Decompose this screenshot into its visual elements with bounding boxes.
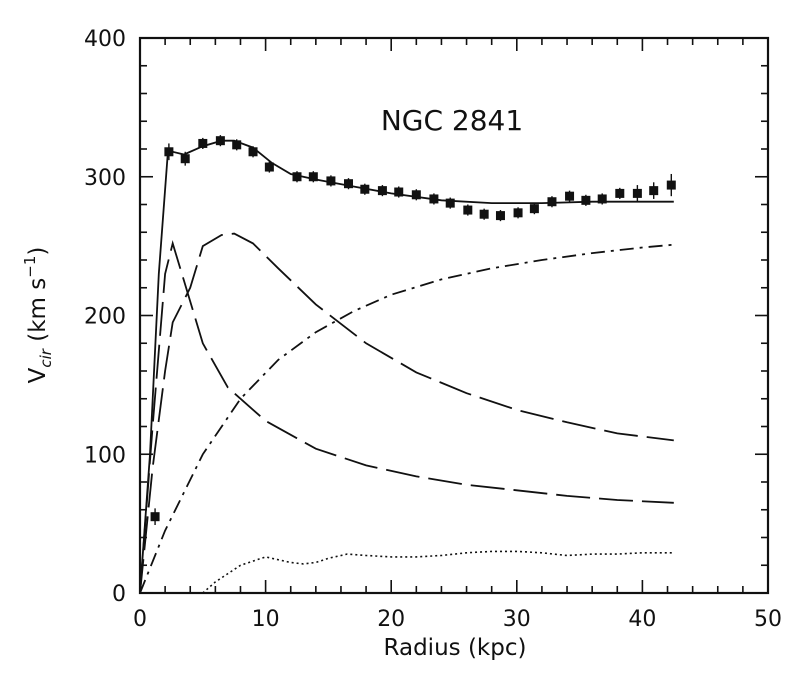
data-point <box>215 136 225 146</box>
y-tick-label: 100 <box>84 443 126 468</box>
data-point <box>547 197 557 207</box>
data-point <box>411 190 421 200</box>
curve-dotted-4 <box>202 550 674 594</box>
y-tick-label: 400 <box>84 27 126 52</box>
data-point <box>649 186 659 196</box>
data-point <box>666 180 676 190</box>
y-axis-label-close: ) <box>25 247 51 256</box>
x-tick-label: 20 <box>377 607 405 632</box>
data-point <box>565 191 575 201</box>
x-tick-label: 0 <box>133 607 147 632</box>
y-axis-label-sub: cir <box>37 348 55 367</box>
y-axis-label-sup: −1 <box>21 256 39 278</box>
data-point <box>495 211 505 221</box>
y-tick-label: 300 <box>84 166 126 191</box>
x-axis-label: Radius (kpc) <box>384 635 527 661</box>
data-point <box>597 194 607 204</box>
data-point <box>394 187 404 197</box>
data-point <box>445 198 455 208</box>
x-tick-label: 30 <box>503 607 531 632</box>
data-point <box>164 147 174 157</box>
data-point <box>292 172 302 182</box>
data-point <box>632 188 642 198</box>
data-point <box>463 205 473 215</box>
data-point <box>232 140 242 150</box>
data-point <box>479 209 489 219</box>
y-axis-label-unit: (km s <box>25 278 51 349</box>
data-point <box>513 208 523 218</box>
data-point <box>264 162 274 172</box>
data-point <box>429 194 439 204</box>
data-point <box>180 154 190 164</box>
curve-long-dash-2 <box>139 232 674 594</box>
data-point <box>529 204 539 214</box>
model-curves <box>139 139 674 594</box>
curve-long-dash-1 <box>139 240 674 594</box>
data-point <box>360 184 370 194</box>
data-point <box>198 138 208 148</box>
y-axis-label-main: V <box>25 367 51 383</box>
data-point <box>150 512 160 522</box>
data-point <box>377 186 387 196</box>
x-tick-label: 50 <box>754 607 782 632</box>
data-point <box>615 188 625 198</box>
tick-labels: 0 10 20 30 40 50 0 100 200 300 400 <box>84 27 782 632</box>
y-tick-label: 200 <box>84 305 126 330</box>
x-tick-label: 40 <box>628 607 656 632</box>
data-point <box>248 147 258 157</box>
y-axis-label: Vcir (km s−1) <box>21 247 55 384</box>
curve-dash-dot-3 <box>139 243 674 594</box>
observed-points <box>150 135 676 526</box>
data-point <box>308 172 318 182</box>
x-tick-label: 10 <box>252 607 280 632</box>
data-point <box>326 176 336 186</box>
y-tick-label: 0 <box>112 582 126 607</box>
data-point <box>581 195 591 205</box>
data-point <box>343 179 353 189</box>
chart-title: NGC 2841 <box>381 104 523 137</box>
